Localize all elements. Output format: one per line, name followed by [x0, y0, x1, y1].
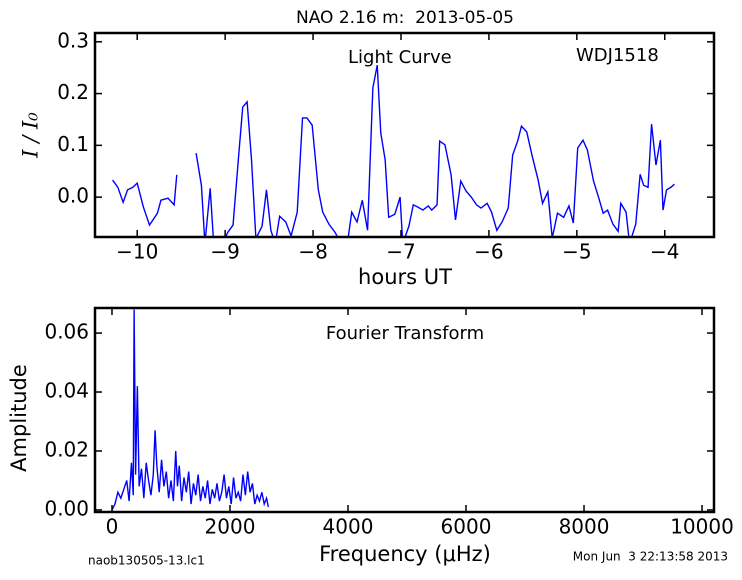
axes-frame: [93, 306, 716, 514]
x-tick-label: 10000: [670, 515, 734, 539]
y-tick-label: 0.2: [57, 80, 89, 104]
y-tick-label: 0.00: [44, 496, 89, 520]
y-tick-label: 0.3: [57, 28, 89, 52]
y-tick-label: 0.0: [57, 184, 89, 208]
figure-title: NAO 2.16 m: 2013-05-05: [296, 8, 514, 28]
x-tick-label: −5: [562, 240, 591, 264]
y-tick-label: 0.04: [44, 379, 89, 403]
x-axis-label: Frequency (μHz): [319, 542, 491, 566]
x-tick-label: −9: [210, 240, 239, 264]
annotation: WDJ1518: [576, 45, 659, 66]
data-line: [111, 309, 270, 511]
y-axis-label: I / I₀: [19, 112, 43, 159]
x-tick-label: −4: [650, 240, 679, 264]
axes-frame: [93, 31, 716, 239]
footer-timestamp: Mon Jun 3 22:13:58 2013: [573, 550, 728, 564]
annotation: Light Curve: [348, 47, 452, 68]
x-tick-label: −10: [116, 240, 158, 264]
y-tick-label: 0.06: [44, 320, 89, 344]
annotation: Fourier Transform: [326, 323, 484, 344]
y-axis-label: Amplitude: [7, 364, 31, 472]
x-tick-label: 2000: [205, 515, 256, 539]
x-tick-label: −7: [386, 240, 415, 264]
x-tick-label: −8: [298, 240, 327, 264]
data-line: [112, 64, 675, 237]
x-tick-label: 0: [106, 515, 119, 539]
x-axis-label: hours UT: [358, 265, 452, 289]
x-tick-label: 6000: [441, 515, 492, 539]
x-tick-label: −6: [474, 240, 503, 264]
x-tick-label: 4000: [323, 515, 374, 539]
footer-file: naob130505-13.lc1: [88, 554, 205, 568]
y-tick-label: 0.1: [57, 132, 89, 156]
x-tick-label: 8000: [559, 515, 610, 539]
y-tick-label: 0.02: [44, 437, 89, 461]
